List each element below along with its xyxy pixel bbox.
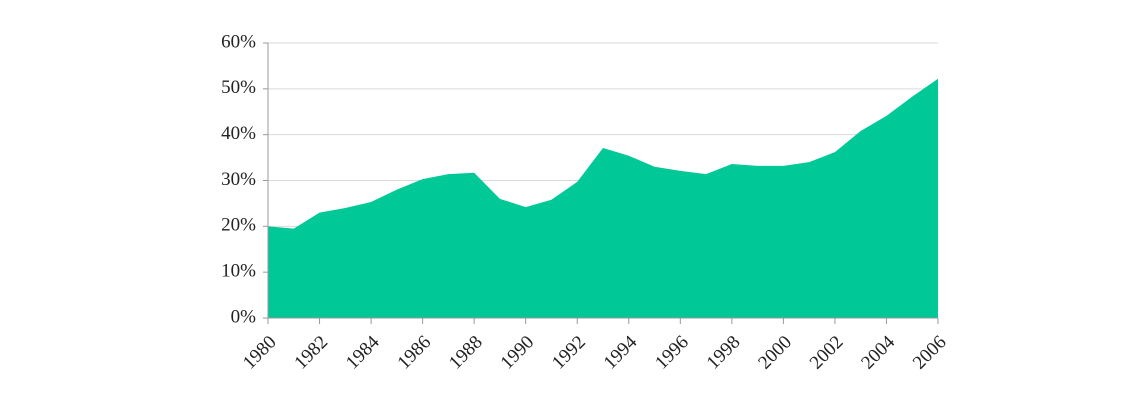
x-tick-label: 1996 [651, 332, 693, 374]
y-tick-label: 0% [231, 306, 257, 327]
x-tick-label: 1988 [445, 332, 487, 374]
x-tick-label: 2004 [857, 331, 899, 373]
x-tick-label: 1990 [497, 332, 539, 374]
x-tick-label: 1994 [600, 331, 642, 373]
x-tick-label: 1980 [239, 332, 281, 374]
x-tick-label: 1984 [342, 331, 384, 373]
y-tick-label: 30% [221, 169, 256, 190]
y-tick-label: 20% [221, 215, 256, 236]
x-tick-label: 1982 [290, 332, 332, 374]
y-tick-label: 60% [221, 31, 256, 52]
x-tick-label: 2006 [909, 332, 951, 374]
x-tick-label: 1986 [394, 332, 436, 374]
x-tick-label: 1998 [703, 332, 745, 374]
y-tick-label: 10% [221, 261, 256, 282]
y-tick-label: 40% [221, 123, 256, 144]
x-tick-label: 2000 [754, 332, 796, 374]
y-tick-label: 50% [221, 77, 256, 98]
x-tick-label: 1992 [548, 332, 590, 374]
area [268, 78, 938, 318]
x-tick-label: 2002 [806, 332, 848, 374]
